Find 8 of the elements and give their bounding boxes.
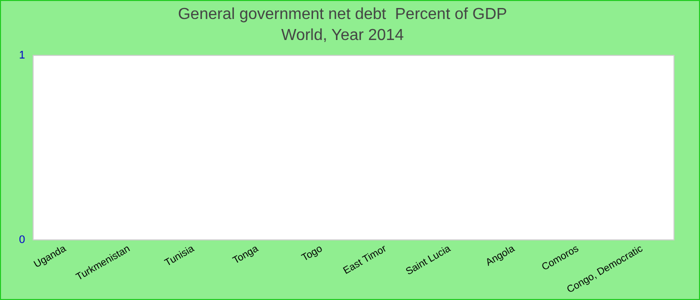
- x-tick-label: Tonga: [231, 243, 261, 267]
- chart-subtitle: World, Year 2014: [281, 27, 404, 44]
- x-tick-label: Saint Lucia: [404, 243, 453, 278]
- x-tick-label: East Timor: [342, 243, 390, 277]
- y-tick-label: 1: [18, 49, 26, 62]
- x-tick-label: Togo: [300, 243, 325, 264]
- chart-title: General government net debt Percent of GDP: [178, 6, 508, 24]
- y-tick-label: 0: [18, 234, 26, 246]
